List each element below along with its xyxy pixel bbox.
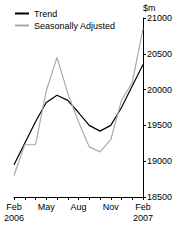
svg-text:18500: 18500 — [147, 192, 172, 202]
svg-text:Feb: Feb — [135, 202, 151, 212]
svg-text:2006: 2006 — [4, 213, 24, 223]
svg-text:Aug: Aug — [70, 202, 86, 212]
svg-text:Seasonally Adjusted: Seasonally Adjusted — [34, 21, 115, 31]
svg-text:2007: 2007 — [133, 213, 153, 223]
svg-text:19000: 19000 — [147, 156, 172, 166]
svg-text:May: May — [38, 202, 56, 212]
svg-text:20500: 20500 — [147, 49, 172, 59]
svg-text:19500: 19500 — [147, 120, 172, 130]
svg-text:21000: 21000 — [147, 13, 172, 23]
svg-text:Feb: Feb — [6, 202, 22, 212]
svg-text:Trend: Trend — [34, 9, 57, 19]
svg-text:$m: $m — [143, 3, 156, 13]
svg-text:Nov: Nov — [103, 202, 120, 212]
svg-text:20000: 20000 — [147, 85, 172, 95]
